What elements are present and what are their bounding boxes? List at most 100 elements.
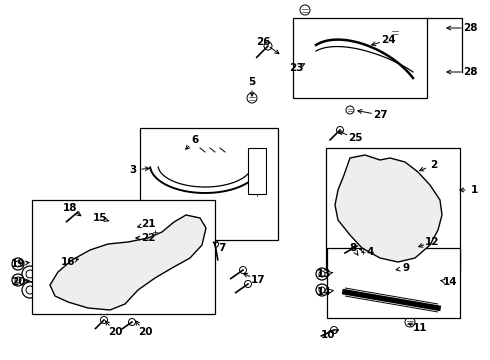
Circle shape bbox=[385, 167, 395, 177]
Circle shape bbox=[185, 215, 199, 229]
Circle shape bbox=[403, 68, 423, 88]
Circle shape bbox=[410, 235, 420, 245]
Circle shape bbox=[193, 233, 203, 243]
Circle shape bbox=[74, 208, 81, 216]
Text: 14: 14 bbox=[442, 277, 457, 287]
Text: 10: 10 bbox=[321, 330, 335, 340]
Circle shape bbox=[247, 93, 257, 103]
Circle shape bbox=[340, 287, 350, 297]
Circle shape bbox=[162, 244, 170, 252]
Bar bbox=[327, 248, 460, 318]
Circle shape bbox=[437, 176, 449, 188]
Circle shape bbox=[370, 240, 380, 250]
Text: 15: 15 bbox=[93, 213, 107, 223]
Circle shape bbox=[413, 237, 419, 243]
Bar bbox=[248, 148, 266, 194]
Circle shape bbox=[150, 158, 174, 182]
Circle shape bbox=[440, 179, 446, 185]
Text: 1: 1 bbox=[470, 185, 478, 195]
Circle shape bbox=[445, 275, 451, 281]
Text: 20: 20 bbox=[138, 327, 152, 337]
Text: 14: 14 bbox=[317, 287, 331, 297]
Text: 19: 19 bbox=[11, 259, 25, 269]
Circle shape bbox=[390, 27, 400, 37]
Circle shape bbox=[125, 257, 135, 267]
Circle shape bbox=[128, 319, 136, 325]
Circle shape bbox=[350, 223, 360, 233]
Text: 8: 8 bbox=[349, 243, 357, 253]
Circle shape bbox=[153, 161, 171, 179]
Text: 25: 25 bbox=[348, 133, 362, 143]
Circle shape bbox=[415, 193, 425, 203]
Text: 13: 13 bbox=[317, 269, 331, 279]
Bar bbox=[293, 18, 427, 98]
Circle shape bbox=[253, 158, 261, 166]
Circle shape bbox=[440, 201, 446, 207]
Circle shape bbox=[76, 261, 104, 289]
Circle shape bbox=[330, 327, 338, 333]
Polygon shape bbox=[335, 155, 442, 262]
Circle shape bbox=[428, 298, 448, 318]
Text: 26: 26 bbox=[256, 37, 270, 47]
Text: 16: 16 bbox=[61, 257, 75, 267]
Text: 27: 27 bbox=[373, 110, 387, 120]
Circle shape bbox=[405, 317, 415, 327]
Bar bbox=[326, 148, 460, 270]
Text: 9: 9 bbox=[402, 263, 410, 273]
Circle shape bbox=[423, 210, 433, 220]
Circle shape bbox=[316, 284, 328, 296]
Text: 18: 18 bbox=[63, 203, 77, 213]
Circle shape bbox=[156, 164, 168, 176]
Text: 5: 5 bbox=[248, 77, 256, 87]
Circle shape bbox=[340, 203, 350, 213]
Text: 11: 11 bbox=[413, 323, 427, 333]
Text: 4: 4 bbox=[367, 247, 374, 257]
Text: 6: 6 bbox=[192, 135, 198, 145]
Circle shape bbox=[359, 248, 367, 256]
Text: 22: 22 bbox=[141, 233, 155, 243]
Circle shape bbox=[337, 126, 343, 134]
Bar bbox=[32, 200, 215, 314]
Circle shape bbox=[15, 277, 21, 283]
Text: 12: 12 bbox=[425, 237, 439, 247]
Circle shape bbox=[158, 240, 174, 256]
Bar bbox=[140, 128, 278, 240]
Text: 28: 28 bbox=[463, 23, 477, 33]
Text: 2: 2 bbox=[430, 160, 438, 170]
Circle shape bbox=[363, 170, 373, 180]
Circle shape bbox=[193, 220, 203, 230]
Circle shape bbox=[311, 40, 321, 50]
Circle shape bbox=[264, 42, 272, 50]
Circle shape bbox=[12, 258, 24, 270]
Circle shape bbox=[22, 266, 38, 282]
Circle shape bbox=[319, 287, 325, 293]
Circle shape bbox=[15, 261, 21, 267]
Circle shape bbox=[83, 268, 97, 282]
Text: 23: 23 bbox=[289, 63, 303, 73]
Text: 17: 17 bbox=[251, 275, 265, 285]
Text: 7: 7 bbox=[219, 243, 226, 253]
Circle shape bbox=[437, 198, 449, 210]
Circle shape bbox=[319, 271, 325, 277]
Circle shape bbox=[120, 252, 140, 272]
Circle shape bbox=[335, 282, 355, 302]
Circle shape bbox=[100, 316, 107, 324]
Circle shape bbox=[346, 106, 354, 114]
Circle shape bbox=[390, 247, 400, 257]
Circle shape bbox=[178, 208, 206, 236]
Text: 20: 20 bbox=[108, 327, 122, 337]
Circle shape bbox=[212, 240, 219, 248]
Circle shape bbox=[253, 190, 261, 198]
Circle shape bbox=[240, 266, 246, 274]
Circle shape bbox=[403, 175, 413, 185]
Circle shape bbox=[442, 272, 454, 284]
Circle shape bbox=[306, 35, 326, 55]
Text: 20: 20 bbox=[11, 277, 25, 287]
Circle shape bbox=[22, 282, 38, 298]
Text: 28: 28 bbox=[463, 67, 477, 77]
Circle shape bbox=[165, 225, 172, 231]
Circle shape bbox=[253, 175, 261, 181]
Text: 21: 21 bbox=[141, 219, 155, 229]
Text: 24: 24 bbox=[381, 35, 395, 45]
Circle shape bbox=[26, 286, 34, 294]
